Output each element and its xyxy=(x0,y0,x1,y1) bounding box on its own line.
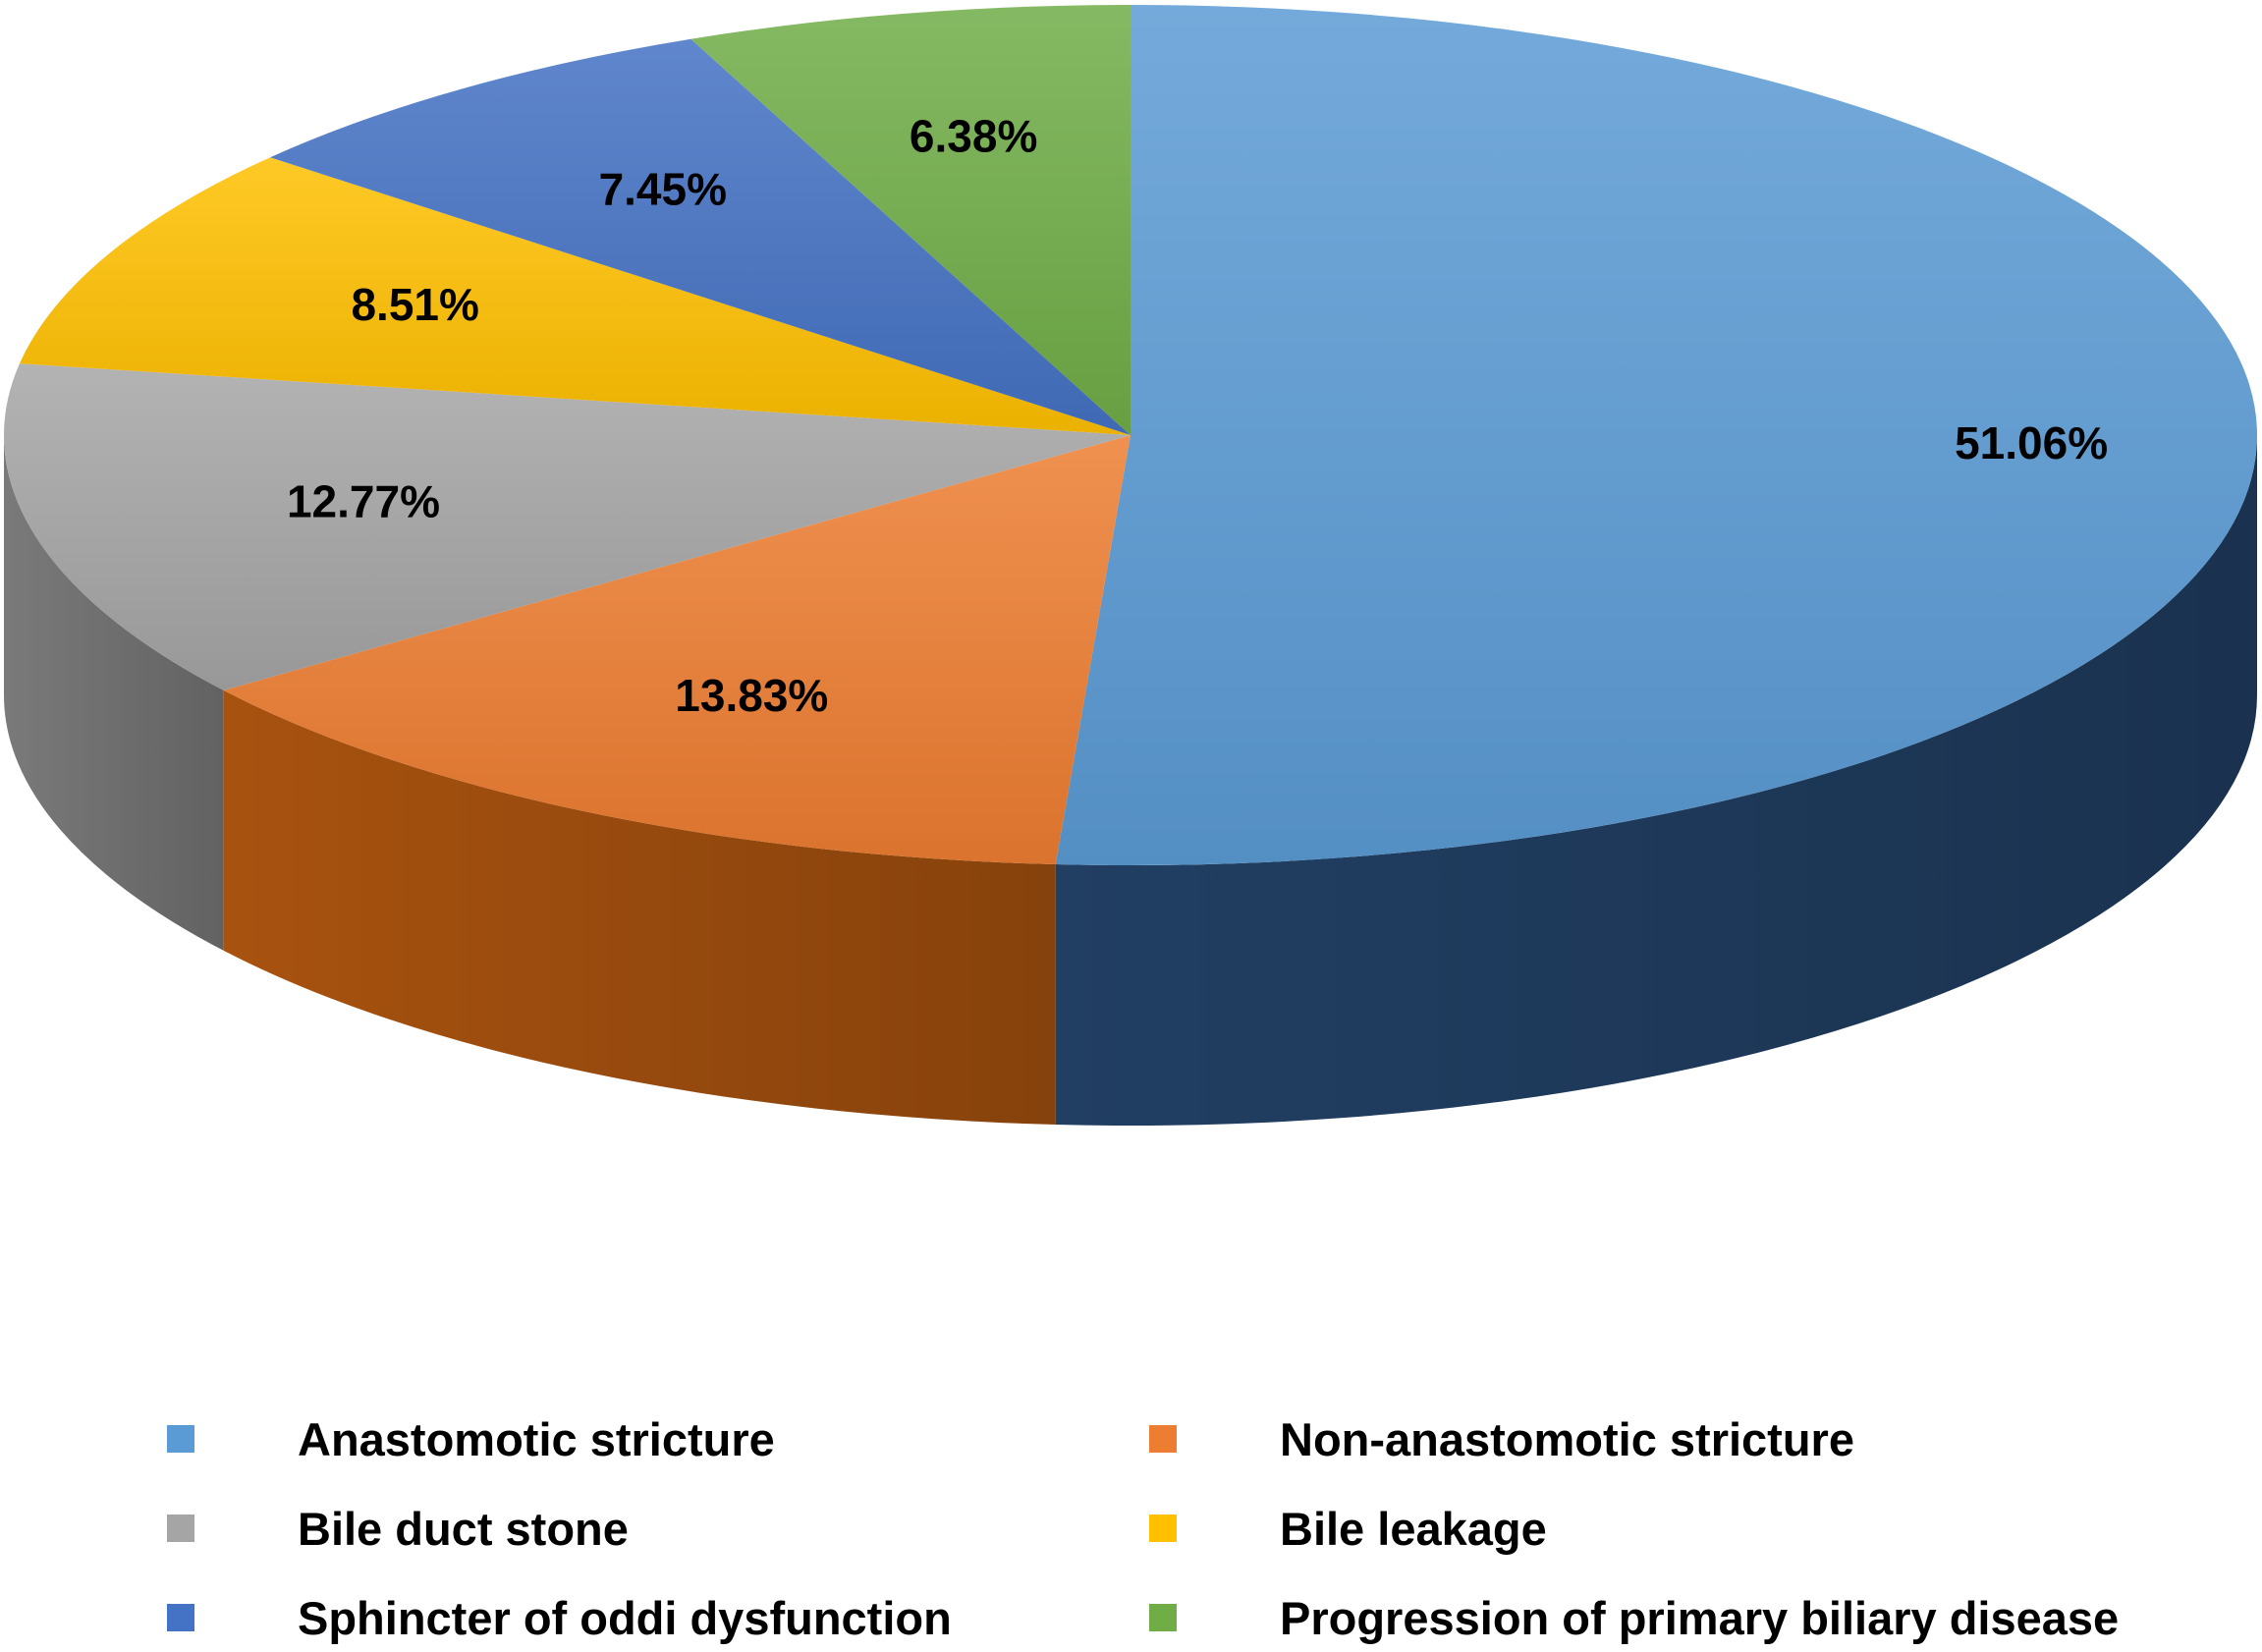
pie-slice-non-anastomotic-stricture xyxy=(223,435,1131,865)
data-label-sphincter-of-oddi-dysfunction: 7.45% xyxy=(599,163,727,214)
data-label-anastomotic-stricture: 51.06% xyxy=(1955,417,2108,468)
legend-label: Bile leakage xyxy=(1280,1502,1547,1555)
pie-slice-sphincter-of-oddi-dysfunction xyxy=(270,38,1131,435)
data-label-bile-leakage: 8.51% xyxy=(351,279,478,330)
legend-item: Bile leakage xyxy=(1149,1494,1547,1563)
legend-item: Progression of primary biliary disease xyxy=(1149,1583,2119,1652)
legend-item: Anastomotic stricture xyxy=(167,1404,775,1473)
data-label-non-anastomotic-stricture: 13.83% xyxy=(675,670,828,721)
data-label-progression-of-primary-biliary-disease: 6.38% xyxy=(910,111,1037,162)
legend-label: Anastomotic stricture xyxy=(298,1412,775,1465)
legend-item: Sphincter of oddi dysfunction xyxy=(167,1583,952,1652)
legend-swatch xyxy=(167,1514,194,1542)
legend-swatch xyxy=(1149,1514,1177,1542)
legend-item: Non-anastomotic stricture xyxy=(1149,1404,1854,1473)
legend-swatch xyxy=(167,1425,194,1453)
pie-slice-bile-leakage xyxy=(19,157,1131,435)
legend-swatch xyxy=(1149,1425,1177,1453)
legend-label: Non-anastomotic stricture xyxy=(1280,1412,1854,1465)
legend-label: Progression of primary biliary disease xyxy=(1280,1591,2120,1644)
pie-top-layer xyxy=(3,5,2257,865)
legend-swatch xyxy=(167,1604,194,1631)
legend-label: Sphincter of oddi dysfunction xyxy=(298,1591,952,1644)
legend-label: Bile duct stone xyxy=(298,1502,629,1555)
pie-side-bile-duct-stone xyxy=(4,435,224,951)
pie-label-layer: 51.06% 13.83% 12.77% 8.51% 7.45% 6.38% xyxy=(287,111,2108,721)
pie-slice-anastomotic-stricture xyxy=(1055,5,2257,865)
pie-side-non-anastomotic-stricture xyxy=(223,689,1056,1126)
pie-slice-bile-duct-stone xyxy=(3,363,1131,690)
pie-side-layer xyxy=(4,435,2257,1126)
legend-item: Bile duct stone xyxy=(167,1494,629,1563)
pie-side-anastomotic-stricture xyxy=(1055,435,2257,1126)
pie-slice-progression-of-primary-biliary-disease xyxy=(690,5,1131,435)
legend-swatch xyxy=(1149,1604,1177,1631)
data-label-bile-duct-stone: 12.77% xyxy=(287,475,440,526)
legend: Anastomotic stricture Non-anastomotic st… xyxy=(0,1395,2262,1652)
